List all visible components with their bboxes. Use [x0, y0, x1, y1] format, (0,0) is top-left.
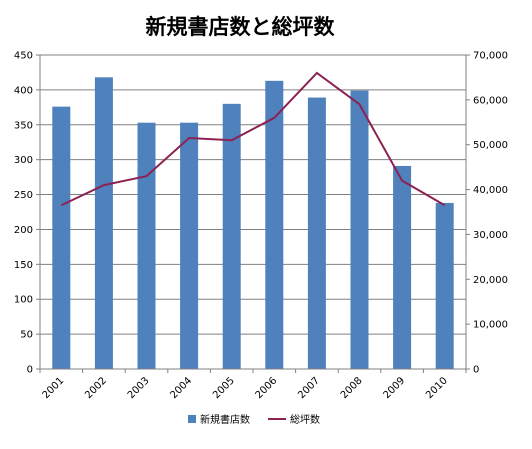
x-tick-label: 2008 [339, 375, 365, 401]
right-tick-label: 30,000 [473, 230, 508, 241]
x-tick-label: 2004 [168, 375, 194, 401]
left-tick-label: 400 [14, 85, 33, 96]
bar [137, 122, 156, 369]
x-tick-label: 2002 [83, 375, 109, 401]
left-tick-label: 150 [14, 260, 33, 271]
line-series [60, 71, 446, 207]
x-tick-label: 2009 [381, 375, 407, 401]
bar [52, 106, 71, 369]
x-tick-label: 2005 [211, 375, 237, 401]
bar [222, 103, 241, 369]
bar [435, 202, 454, 369]
bar [265, 80, 284, 369]
left-tick-label: 450 [14, 51, 33, 62]
right-tick-label: 0 [473, 365, 479, 376]
right-tick-label: 10,000 [473, 320, 508, 331]
line-layer [60, 71, 446, 207]
legend-label-line: 総坪数 [290, 413, 320, 426]
right-tick-label: 40,000 [473, 185, 508, 196]
left-tick-label: 350 [14, 120, 33, 131]
bar [350, 90, 369, 369]
x-tick-label: 2006 [254, 375, 280, 401]
bar [307, 97, 326, 369]
bar-layer [52, 77, 454, 369]
right-tick-label: 50,000 [473, 140, 508, 151]
legend-label-bar: 新規書店数 [200, 413, 250, 426]
left-tick-label: 50 [20, 330, 33, 341]
x-tick-label: 2003 [126, 375, 152, 401]
x-tick-label: 2001 [41, 375, 67, 401]
legend-swatch-bar [188, 415, 196, 423]
bar [393, 165, 412, 369]
right-tick-label: 60,000 [473, 95, 508, 106]
left-tick-label: 300 [14, 155, 33, 166]
x-tick-label: 2010 [424, 375, 450, 401]
left-tick-label: 100 [14, 295, 33, 306]
left-tick-label: 200 [14, 225, 33, 236]
right-tick-label: 70,000 [473, 51, 508, 62]
bar [180, 122, 199, 369]
legend: 新規書店数 総坪数 [188, 413, 320, 426]
chart-title: 新規書店数と総坪数 [146, 15, 336, 39]
bar [94, 77, 113, 369]
right-tick-label: 20,000 [473, 275, 508, 286]
left-tick-label: 0 [27, 365, 33, 376]
axis-layer: 0 50 100 150 200 250 300 350 400 450 0 10,000 20,000… [14, 51, 508, 402]
left-tick-label: 250 [14, 190, 33, 201]
x-tick-label: 2007 [296, 375, 322, 401]
